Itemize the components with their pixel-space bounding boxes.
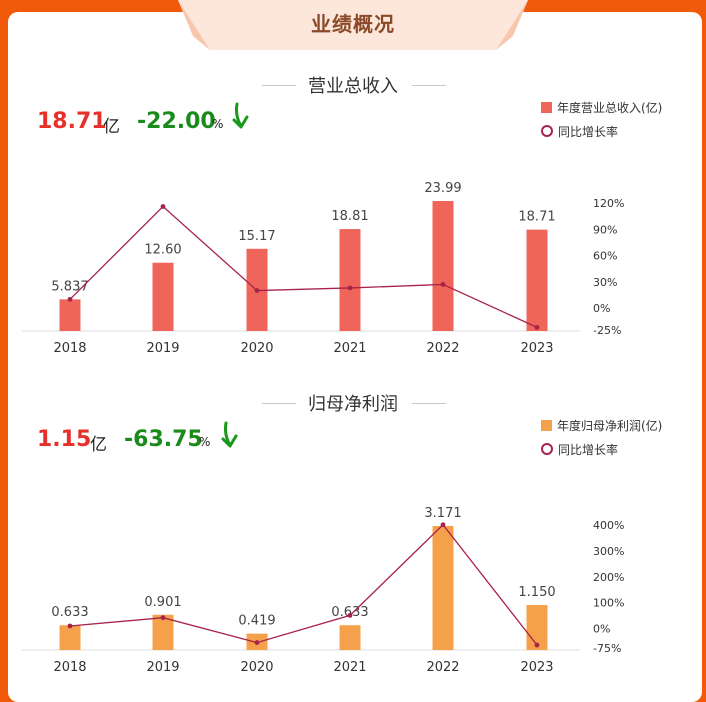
header-banner <box>178 0 528 50</box>
profit-chart: 0.633 2018 0.901 2019 0.419 2020 0.633 2021 3.17… <box>22 506 624 675</box>
title-divider-right <box>412 403 446 404</box>
x-tick-label: 2019 <box>146 341 179 356</box>
y-tick-label-right: 400% <box>593 519 624 532</box>
bar <box>339 229 361 331</box>
growth-point <box>534 642 540 648</box>
revenue-title: 营业总收入 <box>308 76 398 97</box>
data-label: 3.171 <box>424 506 461 521</box>
data-label: 0.633 <box>331 605 368 620</box>
growth-point <box>67 623 73 629</box>
bar <box>152 262 174 331</box>
legend-label: 年度营业总收入(亿) <box>557 100 663 115</box>
y-tick-label-right: 60% <box>593 250 617 263</box>
y-tick-label-right: -75% <box>593 642 621 655</box>
legend-item-line: 同比增长率 <box>541 119 662 143</box>
y-tick-label-right: 0% <box>593 302 610 315</box>
x-tick-label: 2018 <box>53 341 86 356</box>
bar <box>432 526 454 650</box>
data-label: 1.150 <box>518 585 555 600</box>
data-label: 0.633 <box>51 605 88 620</box>
growth-point <box>347 612 353 618</box>
x-tick-label: 2021 <box>333 341 366 356</box>
growth-line <box>69 205 538 328</box>
profit-growth: -63.75 <box>124 427 203 452</box>
bar <box>526 229 548 331</box>
revenue-unit: 亿 <box>103 117 120 137</box>
legend-marker <box>541 125 553 137</box>
legend-swatch <box>541 419 552 431</box>
y-tick-label-right: 30% <box>593 276 617 289</box>
growth-point <box>440 522 446 528</box>
profit-title: 归母净利润 <box>308 394 398 415</box>
y-tick-label-right: 300% <box>593 545 624 558</box>
down-arrow-icon <box>221 421 238 448</box>
bar <box>432 201 454 331</box>
x-tick-label: 2022 <box>426 341 459 356</box>
profit-growth-unit: % <box>199 435 211 449</box>
data-label: 0.419 <box>238 614 275 629</box>
y-tick-label-right: 200% <box>593 571 624 584</box>
data-label: 15.17 <box>238 229 275 244</box>
revenue-legend: 年度营业总收入(亿) 同比增长率 <box>541 95 662 143</box>
growth-point <box>67 296 73 302</box>
growth-line <box>69 523 538 646</box>
x-tick-label: 2023 <box>520 660 553 675</box>
legend-label: 同比增长率 <box>558 442 619 457</box>
down-arrow-icon <box>232 102 249 129</box>
growth-point <box>160 615 166 621</box>
growth-point <box>534 324 540 330</box>
legend-label: 同比增长率 <box>558 124 619 139</box>
y-tick-label-right: 100% <box>593 597 624 610</box>
title-divider-right <box>412 85 446 86</box>
title-divider-left <box>262 403 296 404</box>
legend-swatch <box>541 101 552 113</box>
x-tick-label: 2023 <box>520 341 553 356</box>
data-label: 0.901 <box>144 595 181 610</box>
data-label: 18.71 <box>518 210 555 225</box>
x-tick-label: 2020 <box>240 341 273 356</box>
growth-point <box>160 204 166 209</box>
page-title: 业绩概况 <box>311 12 395 36</box>
legend-item-bar: 年度归母净利润(亿) <box>541 413 662 437</box>
growth-point <box>347 285 353 291</box>
x-tick-label: 2021 <box>333 660 366 675</box>
revenue-growth-unit: % <box>212 117 224 131</box>
profit-legend: 年度归母净利润(亿) 同比增长率 <box>541 413 662 461</box>
x-tick-label: 2019 <box>146 660 179 675</box>
legend-item-line: 同比增长率 <box>541 437 662 461</box>
legend-label: 年度归母净利润(亿) <box>557 418 663 433</box>
growth-point <box>254 640 260 645</box>
data-label: 23.99 <box>424 181 461 196</box>
revenue-growth: -22.00 <box>137 109 216 134</box>
legend-marker <box>541 443 553 455</box>
x-tick-label: 2020 <box>240 660 273 675</box>
data-label: 12.60 <box>144 243 181 258</box>
revenue-value: 18.71 <box>37 109 107 134</box>
legend-item-bar: 年度营业总收入(亿) <box>541 95 662 119</box>
y-tick-label-right: 90% <box>593 223 617 236</box>
revenue-chart: 5.837201812.60201915.17202018.81202123.9… <box>22 181 624 356</box>
bar <box>339 625 361 650</box>
x-tick-label: 2018 <box>53 660 86 675</box>
x-tick-label: 2022 <box>426 660 459 675</box>
performance-card <box>8 12 702 702</box>
profit-unit: 亿 <box>90 435 107 455</box>
profit-value: 1.15 <box>37 427 92 452</box>
y-tick-label-right: 120% <box>593 197 624 210</box>
data-label: 18.81 <box>331 209 368 224</box>
growth-point <box>254 288 260 293</box>
title-divider-left <box>262 85 296 86</box>
y-tick-label-right: 0% <box>593 623 610 636</box>
bar <box>59 625 81 650</box>
bar <box>59 299 81 331</box>
bar <box>152 614 174 650</box>
growth-point <box>440 282 446 287</box>
y-tick-label-right: -25% <box>593 324 621 337</box>
